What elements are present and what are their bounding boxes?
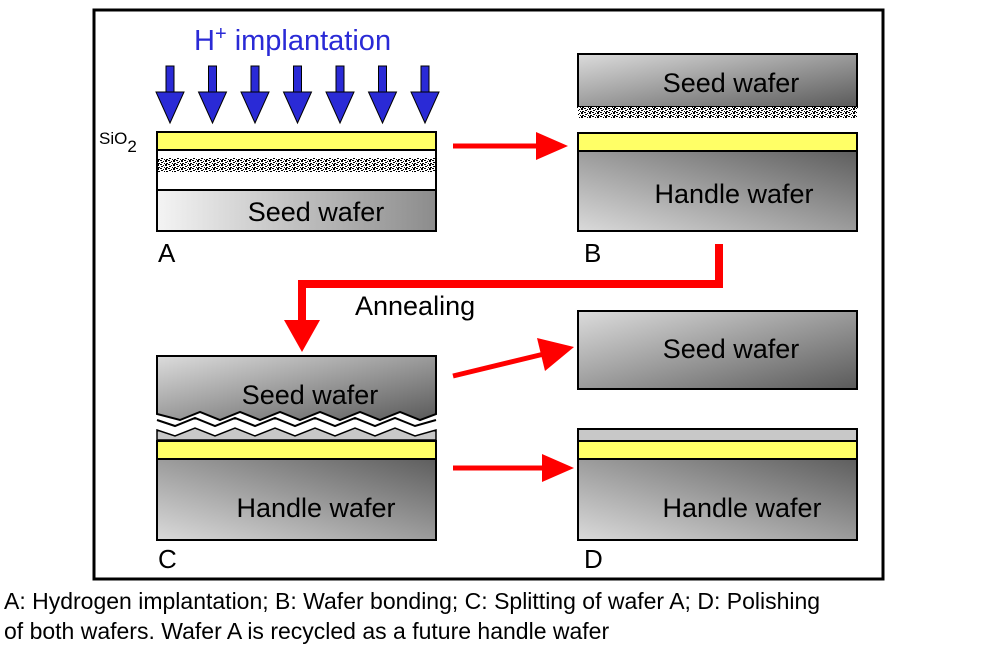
- implant-arrow: [410, 65, 440, 125]
- oxide-layer: [577, 440, 858, 460]
- implanted-damage-layer: [157, 158, 436, 172]
- implant-arrow: [197, 65, 228, 125]
- caption-line-2: of both wafers. Wafer A is recycled as a…: [4, 618, 610, 644]
- implant-arrow: [367, 65, 398, 125]
- handle-wafer-label: Handle wafer: [654, 179, 813, 209]
- step-d-label: D: [584, 544, 603, 574]
- transferred-silicon-layer: [577, 428, 858, 442]
- oxide-layer: [156, 131, 437, 151]
- oxide-layer: [156, 440, 437, 460]
- handle-wafer-label: Handle wafer: [236, 493, 395, 523]
- handle-wafer-body: [156, 458, 437, 541]
- arrow-a-to-b: [453, 132, 568, 160]
- oxide-layer: [577, 132, 858, 152]
- seed-wafer-label: Seed wafer: [663, 68, 800, 98]
- step-b-stack: Seed wafer Handle wafer B: [577, 53, 858, 268]
- annealing-label: Annealing: [355, 291, 475, 321]
- seed-wafer-body: [156, 189, 437, 232]
- implant-arrow: [155, 65, 185, 125]
- seed-wafer-body: [577, 53, 858, 108]
- implantation-label: H+ implantation: [194, 23, 391, 57]
- split-crack-line: [156, 416, 437, 428]
- arrow-c-to-seed: [452, 338, 574, 379]
- step-c-stack: Seed wafer Handle wafer C: [156, 355, 437, 574]
- figure-caption: A: Hydrogen implantation; B: Wafer bondi…: [4, 586, 994, 646]
- implanted-damage-layer: [578, 107, 857, 118]
- handle-wafer-body: [577, 458, 858, 541]
- seed-wafer-split-part: [156, 355, 437, 422]
- arrow-c-to-handle: [453, 454, 574, 482]
- step-a-stack: H+ implantation SiO2 Seed wafer A: [99, 23, 440, 268]
- seed-wafer-recycled: [577, 310, 858, 390]
- step-d-stack: Seed wafer Handle wafer D: [577, 310, 858, 574]
- step-a-label: A: [158, 238, 176, 268]
- implant-arrow: [240, 65, 270, 125]
- handle-wafer-body: [577, 150, 858, 232]
- caption-line-1: A: Hydrogen implantation; B: Wafer bondi…: [4, 588, 821, 614]
- oxide-label: SiO2: [99, 129, 137, 156]
- implant-arrows: [155, 65, 440, 125]
- implant-arrow: [282, 65, 313, 125]
- remaining-layer: [156, 427, 437, 441]
- handle-wafer-label: Handle wafer: [662, 493, 821, 523]
- seed-wafer-label: Seed wafer: [663, 334, 800, 364]
- implant-arrow: [325, 65, 355, 125]
- seed-wafer-label: Seed wafer: [242, 380, 379, 410]
- step-c-label: C: [158, 544, 177, 574]
- seed-wafer-label: Seed wafer: [248, 197, 385, 227]
- step-b-label: B: [584, 238, 601, 268]
- annealing-arrow: [284, 244, 723, 352]
